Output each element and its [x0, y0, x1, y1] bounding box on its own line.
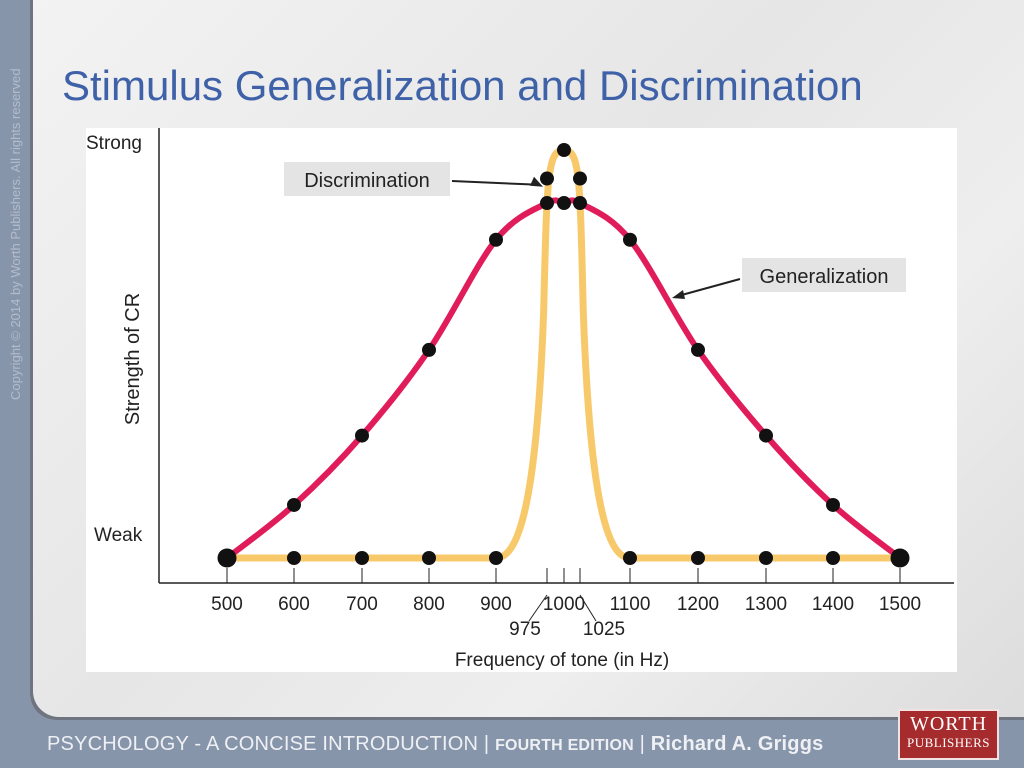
- x-tick-leader: [528, 594, 548, 622]
- discrimination-point: [623, 551, 637, 565]
- copyright-notice: Copyright © 2014 by Worth Publishers. Al…: [8, 68, 23, 400]
- discrimination-point: [826, 551, 840, 565]
- generalization-point: [890, 548, 910, 568]
- chart-axes: [158, 128, 954, 622]
- generalization-point: [489, 232, 503, 247]
- generalization-point: [540, 196, 554, 211]
- x-tick-label: 1400: [812, 594, 854, 615]
- generalization-point: [573, 196, 587, 211]
- generalization-point: [759, 428, 773, 443]
- discrimination-label-box: [284, 162, 450, 196]
- logo-line-1: WORTH: [909, 713, 988, 735]
- y-axis-label: Strength of CR: [122, 293, 144, 425]
- worth-publishers-logo: WORTH PUBLISHERS: [898, 709, 999, 760]
- x-axis-label: Frequency of tone (in Hz): [455, 650, 669, 671]
- x-tick-label: 1300: [745, 594, 787, 615]
- generalization-arrowhead: [672, 290, 685, 299]
- x-tick-label: 600: [278, 594, 310, 615]
- generalization-point: [826, 497, 840, 512]
- x-tick-label: 1000: [543, 594, 585, 615]
- generalization-point: [217, 548, 237, 568]
- x-tick-label: 1200: [677, 594, 719, 615]
- chart-annotations: Discrimination Generalization: [284, 162, 906, 299]
- generalization-point: [355, 428, 369, 443]
- y-tick-label-weak: Weak: [94, 525, 143, 546]
- x-tick-label: 1100: [610, 594, 651, 615]
- generalization-line: [224, 197, 903, 561]
- x-tick-label: 700: [346, 594, 378, 615]
- generalization-point: [287, 497, 301, 512]
- discrimination-arrow: [451, 180, 540, 186]
- generalization-point: [557, 196, 571, 211]
- chart-markers: [217, 143, 910, 568]
- generalization-point: [623, 232, 637, 247]
- x-tick-label: 975: [509, 619, 541, 640]
- generalization-label-box: [742, 258, 906, 292]
- discrimination-point: [557, 143, 571, 157]
- footer-subject: PSYCHOLOGY - A CONCISE INTRODUCTION: [47, 733, 479, 755]
- discrimination-point: [759, 551, 773, 565]
- discrimination-point: [573, 171, 587, 186]
- discrimination-line: [223, 146, 904, 562]
- chart-panel: 500 600 700 800 900 975 1000 1025 1100 1200 1300 14…: [86, 128, 957, 672]
- generalization-series: [224, 197, 903, 561]
- left-bar: [0, 0, 30, 768]
- x-tick-leader: [579, 594, 597, 622]
- footer-separator: |: [633, 733, 651, 755]
- footer-separator: |: [478, 733, 496, 755]
- discrimination-point: [489, 551, 503, 565]
- discrimination-point: [355, 551, 369, 565]
- discrimination-arrowhead: [530, 176, 543, 187]
- generalization-point: [422, 342, 436, 357]
- discrimination-point: [540, 171, 554, 186]
- discrimination-label: Discrimination: [304, 170, 430, 192]
- x-tick-label: 800: [413, 594, 445, 615]
- y-tick-label-strong: Strong: [86, 133, 142, 154]
- x-tick-label: 500: [211, 594, 243, 615]
- x-tick-label: 1500: [879, 594, 921, 615]
- discrimination-point: [287, 551, 301, 565]
- discrimination-point: [422, 551, 436, 565]
- generalization-label: Generalization: [760, 266, 889, 288]
- footer: PSYCHOLOGY - A CONCISE INTRODUCTION | FO…: [47, 733, 823, 756]
- generalization-point: [691, 342, 705, 357]
- slide-title: Stimulus Generalization and Discriminati…: [62, 62, 863, 109]
- footer-author: Richard A. Griggs: [650, 733, 824, 755]
- discrimination-series: [223, 146, 904, 562]
- x-tick-label: 900: [480, 594, 512, 615]
- x-tick-label: 1025: [583, 619, 625, 640]
- footer-edition: FOURTH EDITION: [495, 737, 634, 754]
- discrimination-point: [691, 551, 705, 565]
- generalization-arrow: [677, 278, 741, 297]
- logo-line-2: PUBLISHERS: [906, 735, 991, 750]
